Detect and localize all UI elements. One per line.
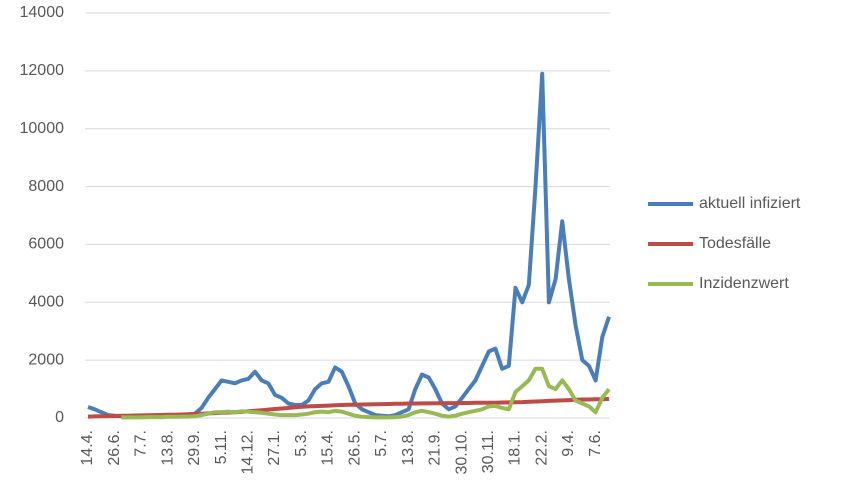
- x-tick-label: 14.12.: [240, 430, 257, 474]
- x-tick-label: 7.7.: [133, 430, 150, 457]
- x-tick-label: 22.2.: [533, 430, 550, 466]
- x-tick-label: 5.3.: [293, 430, 310, 457]
- legend-label: Inzidenzwert: [699, 275, 789, 292]
- x-tick-label: 26.5.: [346, 430, 363, 466]
- x-tick-label: 26.6.: [106, 430, 123, 466]
- y-tick-label: 2000: [28, 351, 64, 368]
- x-tick-label: 18.1.: [507, 430, 524, 466]
- x-tick-label: 14.4.: [79, 430, 96, 466]
- x-tick-label: 5.11.: [213, 430, 230, 464]
- x-tick-label: 30.11.: [480, 430, 497, 473]
- x-tick-label: 13.8.: [400, 430, 417, 466]
- x-tick-label: 30.10.: [453, 430, 470, 474]
- y-tick-label: 8000: [28, 178, 64, 195]
- legend-label: Todesfälle: [699, 235, 771, 252]
- series-line: [121, 366, 611, 420]
- x-tick-label: 7.6.: [587, 430, 604, 457]
- x-tick-label: 27.1.: [266, 430, 283, 466]
- x-tick-label: 29.9.: [186, 430, 203, 466]
- x-tick-label: 21.9.: [427, 430, 444, 466]
- y-tick-label: 14000: [20, 4, 65, 21]
- legend-label: aktuell infiziert: [699, 195, 801, 212]
- x-tick-label: 9.4.: [560, 430, 577, 457]
- x-tick-label: 5.7.: [373, 430, 390, 457]
- x-tick-label: 15.4.: [320, 430, 337, 466]
- series-line: [87, 71, 611, 419]
- x-tick-label: 13.8.: [159, 430, 176, 466]
- y-tick-label: 6000: [28, 236, 64, 253]
- y-tick-label: 4000: [28, 294, 64, 311]
- y-tick-label: 12000: [20, 62, 65, 79]
- series-line: [87, 396, 610, 419]
- y-tick-label: 10000: [20, 120, 65, 137]
- y-tick-label: 0: [55, 409, 64, 426]
